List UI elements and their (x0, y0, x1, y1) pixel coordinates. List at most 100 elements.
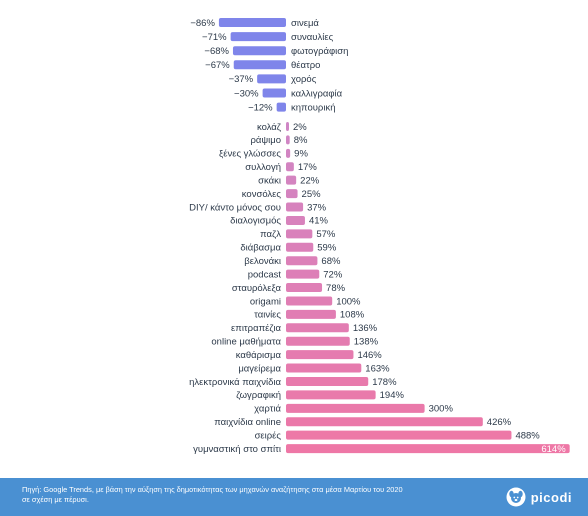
positive-bar (286, 229, 313, 239)
positive-value-label: 22% (300, 175, 320, 186)
positive-value-label: 41% (309, 216, 329, 227)
negative-value-label: −86% (190, 18, 215, 29)
positive-value-label: 17% (298, 162, 318, 173)
positive-bar (286, 390, 376, 400)
positive-bar (286, 202, 304, 212)
source-line-2: σε σχέση με πέρυσι. (22, 495, 89, 504)
positive-category-label: συλλογή (245, 162, 281, 173)
positive-bar (286, 215, 305, 225)
brand-logo: picodi (506, 486, 572, 508)
positive-bar (286, 350, 354, 360)
brand-name: picodi (530, 489, 572, 505)
positive-value-label: 57% (316, 229, 336, 240)
source-note: Πηγή: Google Trends, με βάση την αύξηση … (22, 485, 482, 505)
positive-value-label: 9% (294, 149, 308, 160)
positive-category-label: κονσόλες (242, 189, 282, 200)
positive-bar (286, 417, 483, 427)
positive-category-label: DIY/ κάντο μόνος σου (189, 202, 281, 213)
positive-value-label: 108% (340, 310, 365, 321)
positive-bar (286, 444, 570, 454)
negative-value-label: −68% (204, 46, 229, 57)
positive-bar (286, 403, 425, 413)
positive-value-label: 146% (357, 350, 382, 361)
positive-category-label: ηλεκτρονικά παιχνίδια (189, 377, 281, 388)
positive-category-label: ταινίες (254, 310, 281, 321)
positive-value-label: 194% (380, 390, 405, 401)
positive-category-label: γυμναστική στο σπίτι (193, 444, 281, 455)
source-line-1: Πηγή: Google Trends, με βάση την αύξηση … (22, 485, 403, 494)
positive-value-label: 138% (354, 337, 379, 348)
positive-value-label: 100% (336, 296, 361, 307)
positive-value-label: 300% (429, 404, 454, 415)
positive-value-label: 178% (372, 377, 397, 388)
positive-value-label: 37% (307, 202, 327, 213)
positive-category-label: επιτραπέζια (231, 323, 281, 334)
positive-category-label: ράψιμο (250, 135, 281, 146)
negative-category-label: κηπουρική (291, 102, 335, 113)
positive-category-label: καθάρισμα (236, 350, 282, 361)
positive-bar (286, 283, 323, 293)
positive-value-label: 614% (541, 444, 566, 455)
positive-bar (286, 269, 320, 279)
positive-bar (286, 323, 349, 333)
negative-value-label: −12% (248, 102, 273, 113)
positive-value-label: 72% (323, 269, 343, 280)
positive-value-label: 68% (321, 256, 341, 267)
negative-category-label: καλλιγραφία (291, 88, 343, 99)
dog-icon (506, 487, 526, 507)
positive-category-label: παζλ (260, 229, 281, 240)
negative-category-label: θέατρο (291, 60, 320, 71)
negative-bar (232, 46, 286, 56)
negative-bar (233, 60, 286, 70)
positive-bar (286, 363, 362, 373)
positive-value-label: 78% (326, 283, 346, 294)
footer-bar: Πηγή: Google Trends, με βάση την αύξηση … (0, 478, 588, 516)
positive-value-label: 59% (317, 243, 337, 254)
negative-series: −86% σινεμά −71% συναυλίες −68% φωτογράφιση −6… (190, 18, 348, 114)
positive-category-label: χαρτιά (254, 404, 281, 415)
negative-category-label: φωτογράφιση (291, 46, 348, 57)
negative-bar (262, 88, 286, 98)
positive-bar (286, 256, 318, 266)
negative-bar (276, 102, 286, 112)
positive-value-label: 136% (353, 323, 378, 334)
positive-bar (286, 336, 350, 346)
negative-category-label: χορός (291, 74, 317, 85)
positive-category-label: origami (250, 296, 281, 307)
positive-value-label: 8% (294, 135, 308, 146)
positive-category-label: κολάζ (257, 122, 282, 133)
negative-category-label: συναυλίες (291, 32, 334, 43)
negative-value-label: −71% (202, 32, 227, 43)
positive-category-label: σειρές (255, 430, 282, 441)
positive-category-label: διαλογισμός (230, 216, 281, 227)
positive-category-label: μαγείρεμα (238, 363, 281, 374)
positive-category-label: podcast (248, 269, 282, 280)
positive-value-label: 426% (487, 417, 512, 428)
positive-series: κολάζ 2% ράψιμο 8% ξένες γλώσσες 9% συλλογή 17%… (189, 122, 570, 455)
positive-value-label: 2% (293, 122, 307, 133)
chart-area: −86% σινεμά −71% συναυλίες −68% φωτογράφιση −6… (189, 18, 570, 455)
negative-value-label: −30% (234, 88, 259, 99)
positive-value-label: 25% (302, 189, 322, 200)
positive-category-label: παιχνίδια online (214, 417, 281, 428)
positive-bar (286, 242, 314, 252)
negative-bar (218, 18, 286, 27)
positive-value-label: 163% (365, 363, 390, 374)
positive-bar (286, 175, 297, 185)
positive-bar (286, 122, 289, 131)
positive-bar (286, 162, 294, 172)
positive-category-label: σταυρόλεξα (232, 283, 282, 294)
positive-bar (286, 296, 333, 306)
positive-bar (286, 189, 298, 199)
positive-category-label: ξένες γλώσσες (219, 149, 281, 160)
positive-category-label: online μαθήματα (211, 337, 281, 348)
positive-bar (286, 376, 369, 386)
positive-bar (286, 135, 290, 145)
positive-bar (286, 430, 512, 440)
positive-bar (286, 148, 291, 158)
negative-bar (257, 74, 286, 84)
negative-bar (230, 32, 286, 42)
positive-value-label: 488% (515, 430, 540, 441)
positive-category-label: βελονάκι (244, 256, 281, 267)
positive-bar (286, 309, 336, 319)
